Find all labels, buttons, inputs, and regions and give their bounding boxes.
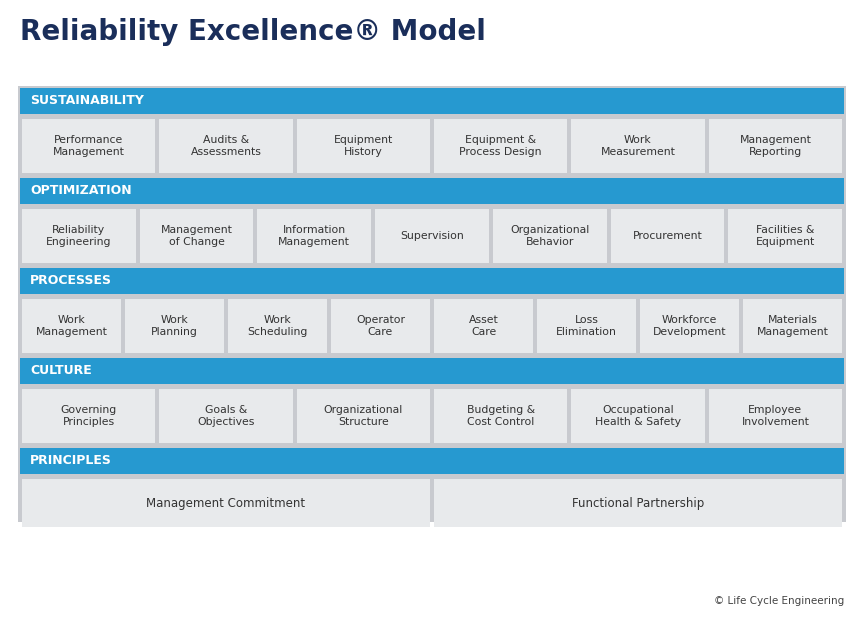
Text: Work
Management: Work Management xyxy=(35,315,107,337)
Bar xyxy=(571,389,705,443)
Text: Workforce
Development: Workforce Development xyxy=(652,315,727,337)
Text: Materials
Management: Materials Management xyxy=(757,315,829,337)
Text: Management
Reporting: Management Reporting xyxy=(740,135,811,157)
Bar xyxy=(22,299,121,353)
Bar xyxy=(492,209,607,263)
Text: Work
Planning: Work Planning xyxy=(151,315,198,337)
Bar xyxy=(22,479,430,527)
Text: PROCESSES: PROCESSES xyxy=(30,274,112,287)
Bar xyxy=(743,299,842,353)
Bar xyxy=(375,209,489,263)
Bar xyxy=(571,119,705,173)
Bar xyxy=(537,299,636,353)
Text: Reliability Excellence® Model: Reliability Excellence® Model xyxy=(20,18,486,46)
Text: Occupational
Health & Safety: Occupational Health & Safety xyxy=(595,405,681,427)
Bar xyxy=(434,389,568,443)
Bar xyxy=(728,209,842,263)
Bar xyxy=(20,358,844,384)
Bar xyxy=(640,299,739,353)
Text: Information
Management: Information Management xyxy=(278,225,350,247)
Bar xyxy=(228,299,327,353)
Text: © Life Cycle Engineering: © Life Cycle Engineering xyxy=(714,596,844,606)
Bar xyxy=(22,389,156,443)
Text: Procurement: Procurement xyxy=(632,231,702,241)
Text: OPTIMIZATION: OPTIMIZATION xyxy=(30,185,131,198)
Text: Loss
Elimination: Loss Elimination xyxy=(556,315,617,337)
Text: Employee
Involvement: Employee Involvement xyxy=(741,405,810,427)
Text: Audits &
Assessments: Audits & Assessments xyxy=(191,135,262,157)
Bar xyxy=(708,389,842,443)
Bar xyxy=(434,119,568,173)
Text: Management
of Change: Management of Change xyxy=(161,225,232,247)
Text: Facilities &
Equipment: Facilities & Equipment xyxy=(755,225,815,247)
Bar xyxy=(611,209,724,263)
Bar xyxy=(20,268,844,294)
Text: Operator
Care: Operator Care xyxy=(356,315,405,337)
Bar xyxy=(296,389,430,443)
Text: Organizational
Structure: Organizational Structure xyxy=(324,405,403,427)
Bar xyxy=(434,299,533,353)
Text: Governing
Principles: Governing Principles xyxy=(60,405,117,427)
Text: CULTURE: CULTURE xyxy=(30,365,92,378)
Text: SUSTAINABILITY: SUSTAINABILITY xyxy=(30,95,144,108)
Text: Supervision: Supervision xyxy=(400,231,464,241)
Bar xyxy=(18,86,846,522)
Text: Organizational
Behavior: Organizational Behavior xyxy=(510,225,589,247)
Bar xyxy=(708,119,842,173)
Bar xyxy=(20,178,844,204)
Text: Asset
Care: Asset Care xyxy=(468,315,499,337)
Bar xyxy=(257,209,372,263)
Bar xyxy=(434,479,842,527)
Text: Functional Partnership: Functional Partnership xyxy=(572,496,704,509)
Bar xyxy=(159,389,293,443)
Bar xyxy=(22,119,156,173)
Text: PRINCIPLES: PRINCIPLES xyxy=(30,454,111,467)
Text: Performance
Management: Performance Management xyxy=(53,135,124,157)
Bar xyxy=(20,448,844,474)
Bar xyxy=(296,119,430,173)
Bar xyxy=(159,119,293,173)
Text: Reliability
Engineering: Reliability Engineering xyxy=(46,225,111,247)
Text: Equipment
History: Equipment History xyxy=(334,135,393,157)
Bar xyxy=(125,299,224,353)
Text: Work
Measurement: Work Measurement xyxy=(600,135,676,157)
Text: Budgeting &
Cost Control: Budgeting & Cost Control xyxy=(467,405,535,427)
Bar xyxy=(20,88,844,114)
Text: Management Commitment: Management Commitment xyxy=(146,496,306,509)
Bar xyxy=(331,299,430,353)
Bar xyxy=(140,209,253,263)
Text: Goals &
Objectives: Goals & Objectives xyxy=(197,405,255,427)
Text: Equipment &
Process Design: Equipment & Process Design xyxy=(460,135,542,157)
Text: Work
Scheduling: Work Scheduling xyxy=(247,315,308,337)
Bar xyxy=(22,209,136,263)
